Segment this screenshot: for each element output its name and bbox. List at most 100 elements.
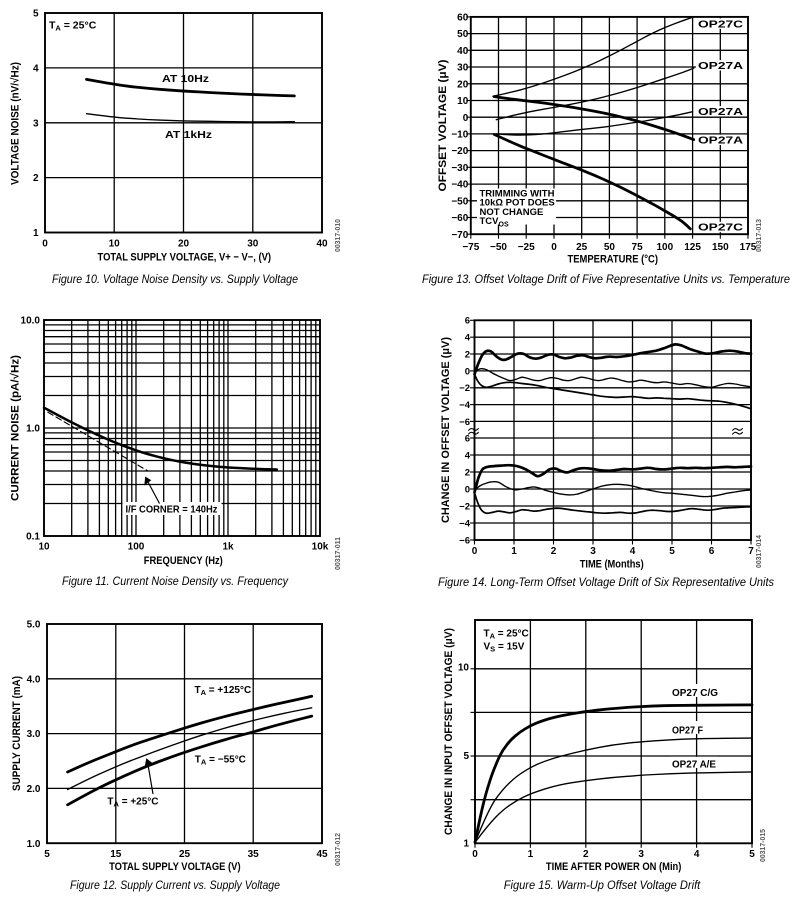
- svg-text:10: 10: [109, 239, 121, 250]
- svg-text:NOT CHANGE: NOT CHANGE: [480, 207, 544, 218]
- svg-text:CHANGE IN OFFSET VOLTAGE (μV): CHANGE IN OFFSET VOLTAGE (μV): [440, 337, 452, 523]
- svg-text:0: 0: [465, 366, 470, 377]
- svg-text:4: 4: [465, 333, 471, 344]
- svg-text:1k: 1k: [222, 542, 234, 553]
- svg-text:OP27A: OP27A: [698, 136, 743, 147]
- svg-text:3.0: 3.0: [27, 729, 41, 740]
- svg-text:20: 20: [457, 79, 469, 90]
- svg-text:−50: −50: [451, 196, 468, 207]
- svg-text:−25: −25: [518, 242, 535, 253]
- svg-text:0: 0: [472, 546, 478, 557]
- svg-text:TA = +125°C: TA = +125°C: [195, 685, 252, 697]
- svg-text:TIME (Months): TIME (Months): [580, 558, 644, 570]
- svg-text:Figure 12. Supply Current vs.: Figure 12. Supply Current vs. Supply Vol…: [70, 878, 280, 892]
- svg-text:2.0: 2.0: [27, 784, 41, 795]
- svg-text:5: 5: [669, 546, 675, 557]
- svg-text:Figure 10. Voltage Noise Densi: Figure 10. Voltage Noise Density vs. Sup…: [52, 272, 298, 286]
- svg-text:00317-014: 00317-014: [756, 535, 763, 568]
- svg-text:00317-011: 00317-011: [335, 537, 342, 570]
- svg-text:25: 25: [179, 849, 191, 860]
- svg-text:−6: −6: [459, 417, 470, 428]
- svg-text:−40: −40: [451, 180, 468, 191]
- svg-text:TIME AFTER POWER ON (Min): TIME AFTER POWER ON (Min): [546, 861, 682, 873]
- svg-text:TA = −55°C: TA = −55°C: [195, 755, 246, 767]
- svg-text:50: 50: [604, 242, 616, 253]
- svg-text:−50: −50: [490, 242, 507, 253]
- svg-text:5: 5: [44, 849, 50, 860]
- svg-text:OP27C: OP27C: [698, 19, 743, 30]
- svg-text:OFFSET VOLTAGE (μV): OFFSET VOLTAGE (μV): [437, 59, 449, 191]
- svg-text:OP27A: OP27A: [698, 107, 743, 118]
- svg-text:1: 1: [528, 849, 534, 860]
- svg-text:−2: −2: [459, 501, 470, 512]
- svg-text:10k: 10k: [312, 542, 329, 553]
- svg-text:00317-013: 00317-013: [756, 219, 763, 252]
- svg-text:TA = 25°C: TA = 25°C: [484, 629, 529, 641]
- svg-text:TOTAL SUPPLY VOLTAGE (V): TOTAL SUPPLY VOLTAGE (V): [109, 861, 241, 873]
- svg-text:10kΩ POT DOES: 10kΩ POT DOES: [480, 198, 555, 209]
- svg-text:OP27 C/G: OP27 C/G: [672, 688, 718, 699]
- svg-text:40: 40: [316, 239, 328, 250]
- svg-text:1.0: 1.0: [27, 839, 41, 850]
- svg-text:3: 3: [638, 849, 644, 860]
- svg-text:2: 2: [465, 349, 470, 360]
- svg-text:TA = 25°C: TA = 25°C: [49, 20, 97, 33]
- svg-text:3: 3: [590, 546, 596, 557]
- svg-text:VS = 15V: VS = 15V: [484, 642, 525, 654]
- svg-text:CURRENT NOISE (pA/√Hz): CURRENT NOISE (pA/√Hz): [10, 355, 22, 501]
- svg-text:1: 1: [33, 228, 39, 239]
- svg-text:I/F CORNER = 140Hz: I/F CORNER = 140Hz: [126, 503, 218, 515]
- svg-text:OP27 A/E: OP27 A/E: [672, 760, 716, 771]
- svg-text:−70: −70: [451, 230, 468, 241]
- svg-text:4: 4: [33, 64, 39, 75]
- svg-text:OP27A: OP27A: [698, 61, 743, 72]
- svg-text:40: 40: [457, 46, 469, 57]
- svg-text:10: 10: [457, 96, 469, 107]
- svg-text:−6: −6: [459, 535, 470, 546]
- svg-text:6: 6: [709, 546, 715, 557]
- svg-text:5.0: 5.0: [27, 620, 41, 631]
- svg-text:0: 0: [42, 239, 48, 250]
- svg-text:4.0: 4.0: [27, 674, 41, 685]
- svg-text:35: 35: [248, 849, 260, 860]
- svg-text:−4: −4: [459, 400, 471, 411]
- svg-text:60: 60: [457, 13, 469, 24]
- svg-text:150: 150: [712, 242, 729, 253]
- svg-text:100: 100: [656, 242, 673, 253]
- svg-text:SUPPLY CURRENT (mA): SUPPLY CURRENT (mA): [11, 676, 23, 791]
- svg-text:Figure 11. Current Noise Densi: Figure 11. Current Noise Density vs. Fre…: [62, 574, 289, 588]
- svg-text:2: 2: [33, 173, 39, 184]
- svg-text:VOLTAGE NOISE (nV/√Hz): VOLTAGE NOISE (nV/√Hz): [10, 62, 22, 185]
- svg-text:2: 2: [551, 546, 557, 557]
- svg-text:3: 3: [33, 118, 39, 129]
- svg-text:−75: −75: [462, 242, 479, 253]
- svg-text:OP27 F: OP27 F: [672, 726, 703, 737]
- svg-text:45: 45: [316, 849, 328, 860]
- svg-text:4: 4: [465, 450, 471, 461]
- svg-text:0: 0: [463, 113, 469, 124]
- svg-text:OP27C: OP27C: [698, 223, 743, 234]
- svg-text:50: 50: [457, 29, 469, 40]
- svg-text:0.1: 0.1: [26, 532, 40, 543]
- svg-text:TEMPERATURE (°C): TEMPERATURE (°C): [568, 253, 659, 265]
- svg-text:175: 175: [740, 242, 757, 253]
- svg-text:15: 15: [110, 849, 122, 860]
- svg-text:4: 4: [694, 849, 700, 860]
- svg-text:20: 20: [178, 239, 190, 250]
- svg-text:AT 10Hz: AT 10Hz: [162, 73, 209, 85]
- svg-text:TA = +25°C: TA = +25°C: [107, 797, 158, 809]
- svg-text:10: 10: [458, 663, 470, 674]
- svg-text:30: 30: [457, 63, 469, 74]
- svg-text:−4: −4: [459, 518, 471, 529]
- svg-text:−30: −30: [451, 163, 468, 174]
- svg-text:−20: −20: [451, 146, 468, 157]
- svg-text:0: 0: [465, 484, 470, 495]
- svg-text:10.0: 10.0: [21, 316, 41, 327]
- svg-text:Figure 13. Offset Voltage Drif: Figure 13. Offset Voltage Drift of Five …: [422, 272, 790, 286]
- svg-text:4: 4: [630, 546, 636, 557]
- svg-text:2: 2: [465, 467, 470, 478]
- svg-text:1: 1: [463, 839, 469, 850]
- svg-text:30: 30: [247, 239, 259, 250]
- svg-text:7: 7: [748, 546, 754, 557]
- svg-text:TRIMMING WITH: TRIMMING WITH: [480, 188, 555, 199]
